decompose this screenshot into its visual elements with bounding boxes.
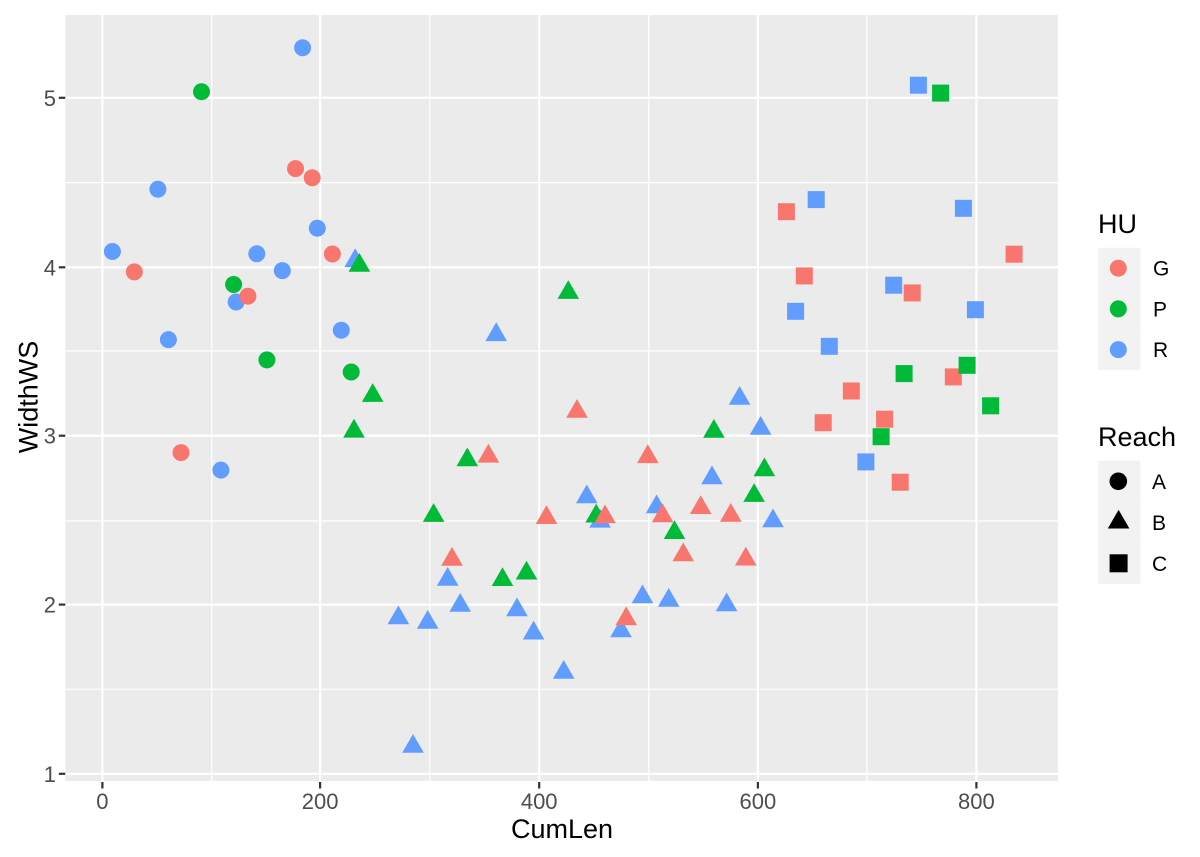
svg-text:800: 800	[958, 789, 995, 814]
svg-text:R: R	[1153, 339, 1168, 362]
svg-text:3: 3	[44, 424, 56, 449]
svg-text:A: A	[1152, 471, 1166, 494]
svg-text:C: C	[1152, 553, 1167, 576]
svg-text:Reach: Reach	[1098, 422, 1176, 452]
svg-text:0: 0	[96, 789, 108, 814]
svg-text:2: 2	[44, 593, 56, 618]
svg-text:WidthWS: WidthWS	[14, 341, 44, 454]
svg-text:5: 5	[44, 86, 56, 111]
svg-text:G: G	[1153, 258, 1169, 281]
svg-text:600: 600	[740, 789, 777, 814]
svg-text:P: P	[1153, 298, 1167, 321]
svg-text:200: 200	[302, 789, 339, 814]
svg-text:400: 400	[521, 789, 558, 814]
svg-text:CumLen: CumLen	[511, 814, 613, 844]
svg-text:1: 1	[44, 762, 56, 787]
svg-text:HU: HU	[1098, 209, 1137, 239]
svg-text:B: B	[1152, 512, 1166, 535]
svg-text:4: 4	[44, 255, 56, 280]
